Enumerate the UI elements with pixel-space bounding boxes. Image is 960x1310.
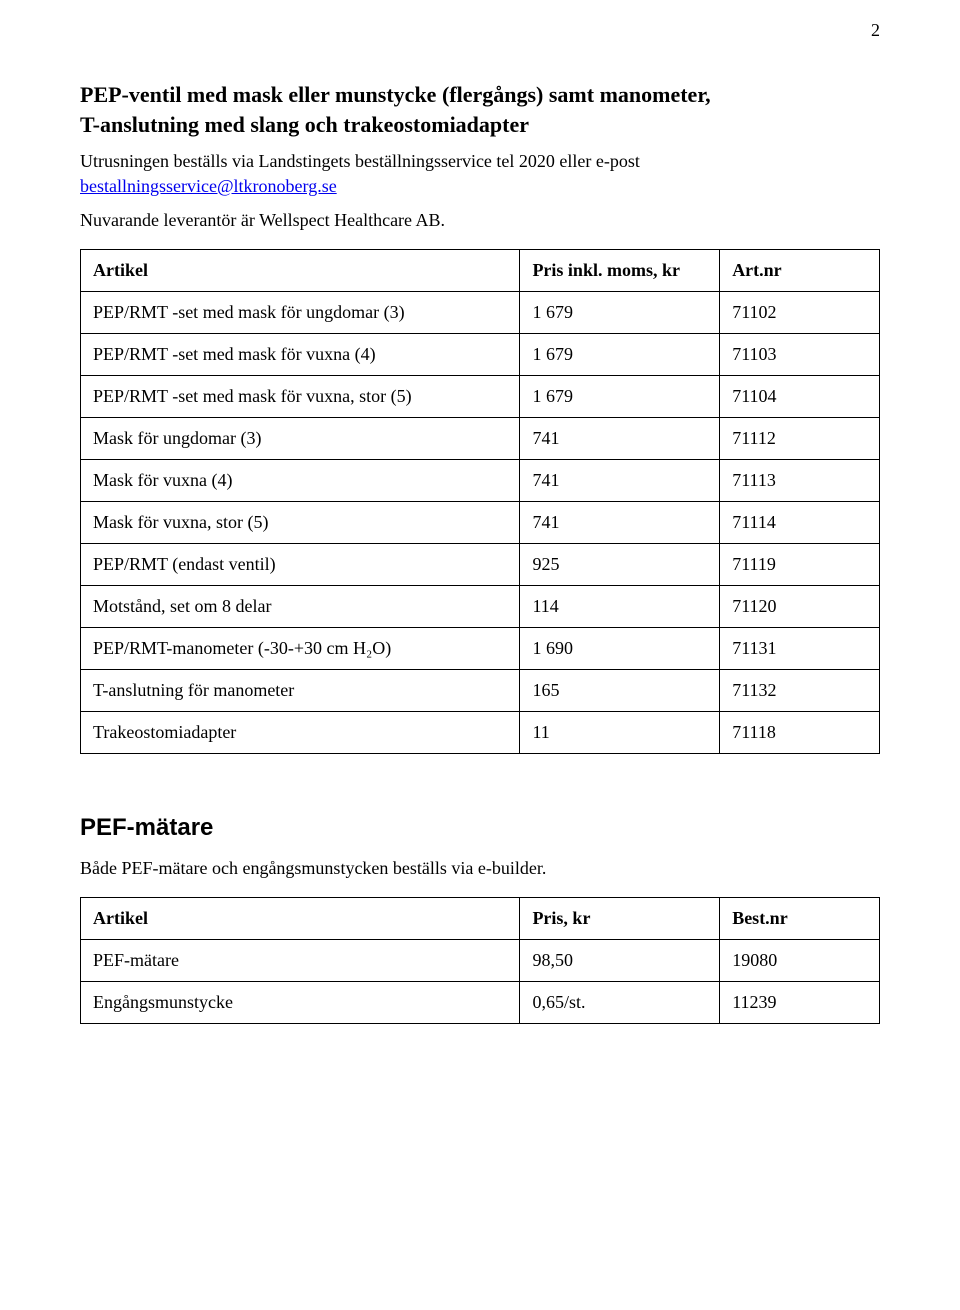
col-bestnr: Best.nr bbox=[720, 897, 880, 939]
cell-price: 11 bbox=[520, 711, 720, 753]
table-row: Engångsmunstycke0,65/st.11239 bbox=[81, 981, 880, 1023]
cell-artnr: 19080 bbox=[720, 939, 880, 981]
cell-price: 1 690 bbox=[520, 627, 720, 669]
cell-article: PEP/RMT -set med mask för vuxna (4) bbox=[81, 333, 520, 375]
cell-article: Mask för ungdomar (3) bbox=[81, 417, 520, 459]
cell-price: 741 bbox=[520, 459, 720, 501]
section2-tbody: PEF-mätare98,5019080Engångsmunstycke0,65… bbox=[81, 939, 880, 1023]
section2-intro: Både PEF-mätare och engångsmunstycken be… bbox=[80, 858, 880, 879]
cell-artnr: 71114 bbox=[720, 501, 880, 543]
section1-table: Artikel Pris inkl. moms, kr Art.nr PEP/R… bbox=[80, 249, 880, 754]
cell-artnr: 71103 bbox=[720, 333, 880, 375]
cell-price: 165 bbox=[520, 669, 720, 711]
table-row: Motstånd, set om 8 delar11471120 bbox=[81, 585, 880, 627]
cell-artnr: 71112 bbox=[720, 417, 880, 459]
table-row: PEP/RMT -set med mask för vuxna, stor (5… bbox=[81, 375, 880, 417]
cell-article: Mask för vuxna (4) bbox=[81, 459, 520, 501]
table-row: Mask för vuxna (4)74171113 bbox=[81, 459, 880, 501]
cell-article: Motstånd, set om 8 delar bbox=[81, 585, 520, 627]
cell-artnr: 71104 bbox=[720, 375, 880, 417]
cell-article: PEP/RMT -set med mask för vuxna, stor (5… bbox=[81, 375, 520, 417]
cell-article: PEP/RMT -set med mask för ungdomar (3) bbox=[81, 291, 520, 333]
table-row: Mask för ungdomar (3)74171112 bbox=[81, 417, 880, 459]
cell-price: 741 bbox=[520, 417, 720, 459]
col-price: Pris, kr bbox=[520, 897, 720, 939]
cell-artnr: 71131 bbox=[720, 627, 880, 669]
cell-article: Mask för vuxna, stor (5) bbox=[81, 501, 520, 543]
col-artnr: Art.nr bbox=[720, 249, 880, 291]
section1-intro: Utrusningen beställs via Landstingets be… bbox=[80, 149, 880, 198]
cell-price: 1 679 bbox=[520, 291, 720, 333]
cell-artnr: 71119 bbox=[720, 543, 880, 585]
cell-article: T-anslutning för manometer bbox=[81, 669, 520, 711]
table-row: PEP/RMT -set med mask för ungdomar (3)1 … bbox=[81, 291, 880, 333]
cell-artnr: 71102 bbox=[720, 291, 880, 333]
section1-title-line2: T-anslutning med slang och trakeostomiad… bbox=[80, 112, 529, 137]
cell-article: Trakeostomiadapter bbox=[81, 711, 520, 753]
table-header-row: Artikel Pris inkl. moms, kr Art.nr bbox=[81, 249, 880, 291]
section2-title: PEF-mätare bbox=[80, 814, 880, 842]
cell-artnr: 71113 bbox=[720, 459, 880, 501]
section2-table: Artikel Pris, kr Best.nr PEF-mätare98,50… bbox=[80, 897, 880, 1024]
cell-article: PEF-mätare bbox=[81, 939, 520, 981]
cell-price: 98,50 bbox=[520, 939, 720, 981]
page: 2 PEP-ventil med mask eller munstycke (f… bbox=[0, 0, 960, 1310]
cell-artnr: 11239 bbox=[720, 981, 880, 1023]
section1-title: PEP-ventil med mask eller munstycke (fle… bbox=[80, 80, 880, 139]
table-row: PEF-mätare98,5019080 bbox=[81, 939, 880, 981]
col-article: Artikel bbox=[81, 249, 520, 291]
section1-tbody: PEP/RMT -set med mask för ungdomar (3)1 … bbox=[81, 291, 880, 753]
section1-title-line1: PEP-ventil med mask eller munstycke (fle… bbox=[80, 82, 711, 107]
cell-price: 1 679 bbox=[520, 333, 720, 375]
cell-article: PEP/RMT (endast ventil) bbox=[81, 543, 520, 585]
order-email-link[interactable]: bestallningsservice@ltkronoberg.se bbox=[80, 176, 337, 196]
table-row: T-anslutning för manometer16571132 bbox=[81, 669, 880, 711]
table-row: PEP/RMT -set med mask för vuxna (4)1 679… bbox=[81, 333, 880, 375]
cell-price: 1 679 bbox=[520, 375, 720, 417]
table-row: PEP/RMT (endast ventil)92571119 bbox=[81, 543, 880, 585]
cell-article: Engångsmunstycke bbox=[81, 981, 520, 1023]
col-price: Pris inkl. moms, kr bbox=[520, 249, 720, 291]
table-row: Trakeostomiadapter1171118 bbox=[81, 711, 880, 753]
cell-price: 114 bbox=[520, 585, 720, 627]
col-article: Artikel bbox=[81, 897, 520, 939]
table-header-row: Artikel Pris, kr Best.nr bbox=[81, 897, 880, 939]
table-row: PEP/RMT-manometer (-30-+30 cm H₂O)1 6907… bbox=[81, 627, 880, 669]
section1-intro-text: Utrusningen beställs via Landstingets be… bbox=[80, 151, 640, 171]
cell-price: 741 bbox=[520, 501, 720, 543]
section1-supplier: Nuvarande leverantör är Wellspect Health… bbox=[80, 210, 880, 231]
cell-price: 925 bbox=[520, 543, 720, 585]
cell-artnr: 71132 bbox=[720, 669, 880, 711]
cell-artnr: 71120 bbox=[720, 585, 880, 627]
page-number: 2 bbox=[871, 20, 880, 41]
cell-artnr: 71118 bbox=[720, 711, 880, 753]
table-row: Mask för vuxna, stor (5)74171114 bbox=[81, 501, 880, 543]
cell-price: 0,65/st. bbox=[520, 981, 720, 1023]
cell-article: PEP/RMT-manometer (-30-+30 cm H₂O) bbox=[81, 627, 520, 669]
